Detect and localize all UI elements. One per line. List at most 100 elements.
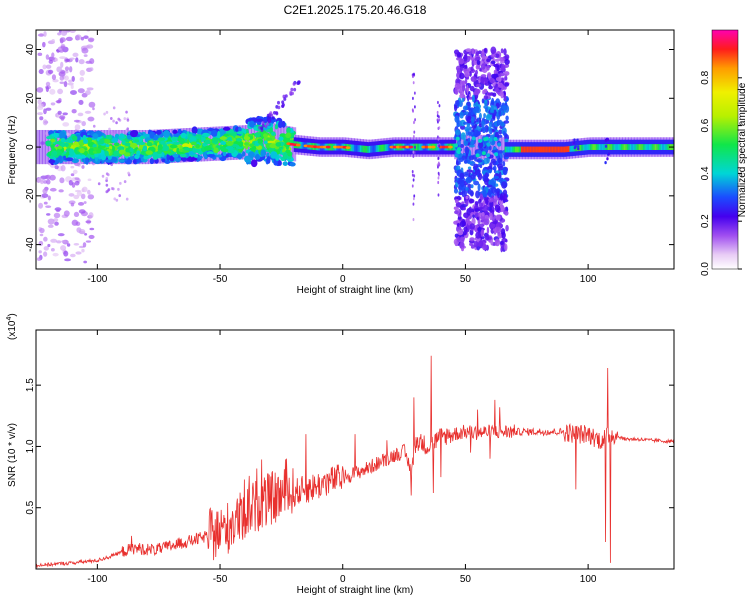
- spectrogram-band: [603, 144, 606, 150]
- spectrogram-cell: [113, 130, 116, 134]
- spectrogram-cell: [456, 99, 460, 107]
- spectrogram-cell: [411, 169, 414, 174]
- spectrogram-cell: [413, 130, 416, 134]
- snr-x-ticks: -100 -50 0 50 100: [87, 330, 597, 585]
- spectrogram-cell: [495, 77, 501, 82]
- spectrogram-band: [632, 144, 635, 150]
- spectrogram-band: [537, 146, 540, 153]
- spectrogram-band: [613, 144, 616, 150]
- spectrogram-cell: [480, 63, 486, 70]
- spectrogram-cell: [60, 116, 65, 121]
- spectrogram-cell: [117, 146, 125, 151]
- spectrogram-band: [545, 146, 549, 153]
- spectrogram-cell: [470, 116, 475, 123]
- spectrogram-cell: [277, 160, 282, 167]
- spectrogram-cell: [275, 111, 279, 116]
- spectrogram-cell: [57, 32, 62, 36]
- spectrogram-band: [371, 145, 374, 153]
- spectrogram-cell: [50, 102, 56, 106]
- spectrogram-cell: [60, 45, 65, 49]
- spectrogram-cell: [64, 66, 70, 72]
- spectrogram-cell: [463, 159, 468, 164]
- spectrogram-cell: [497, 159, 502, 163]
- spectrogram-cell: [62, 112, 68, 116]
- spectrogram-cell: [479, 193, 483, 201]
- spectrogram-cell: [572, 141, 576, 145]
- spectrogram-cell: [143, 155, 149, 160]
- spectrogram-band: [418, 143, 421, 151]
- spectrogram-cell: [492, 92, 497, 97]
- spectrogram-cell: [454, 82, 461, 90]
- spectrogram-cell: [412, 134, 415, 139]
- spectrogram-cell: [63, 75, 69, 81]
- spectrogram-cell: [282, 152, 289, 160]
- spectrogram-cell: [437, 135, 439, 139]
- spectrogram-cell: [81, 248, 85, 253]
- spectrogram-cell: [87, 178, 92, 182]
- spectrogram-band: [582, 144, 585, 151]
- spectrogram-cell: [238, 127, 242, 132]
- spectrogram-band: [659, 144, 662, 150]
- spectrogram-cell: [181, 157, 187, 162]
- spectrogram-cell: [501, 105, 508, 111]
- spectrogram-cell: [488, 197, 494, 203]
- spectrogram-cell: [38, 250, 42, 254]
- spectrogram-cell: [99, 138, 105, 145]
- spectrogram-cell: [87, 189, 91, 195]
- spectrogram-cell: [486, 114, 492, 119]
- spectrogram-cell: [182, 143, 190, 148]
- spectrogram-cell: [490, 104, 494, 113]
- spectrogram-cell: [504, 54, 510, 60]
- spectrogram-cell: [412, 150, 415, 154]
- spectrogram-cell: [493, 175, 500, 180]
- spectrogram-cell: [54, 58, 59, 62]
- spectrogram-cell: [489, 78, 496, 84]
- spectrogram-band: [528, 146, 531, 153]
- spectrogram-cell: [112, 106, 116, 110]
- spectrogram-cell: [458, 157, 464, 163]
- spectrogram-cell: [459, 125, 466, 130]
- spectrogram-cell: [74, 177, 80, 181]
- spectrogram-cell: [437, 176, 440, 180]
- spectrogram-band: [647, 144, 650, 150]
- spectrogram-band: [628, 144, 631, 150]
- spectrogram-band: [635, 144, 638, 150]
- spectrogram-band: [542, 146, 546, 153]
- spectrogram-cell: [65, 157, 74, 162]
- spectrogram-cell: [412, 202, 415, 206]
- spectrogram-cell: [464, 70, 470, 78]
- spectrogram-band: [358, 145, 361, 153]
- spectrogram-cell: [129, 130, 138, 138]
- spectrogram-band: [644, 144, 647, 150]
- spectrogram-cell: [221, 148, 229, 153]
- spectrogram-cell: [161, 158, 166, 163]
- spectrogram-band: [377, 145, 380, 152]
- snr-x-tick-label: 100: [580, 574, 597, 585]
- spectrogram-band: [47, 129, 52, 165]
- spectrogram-cell: [460, 119, 466, 127]
- spectrogram-band: [566, 146, 569, 153]
- spectrogram-band: [364, 145, 367, 153]
- spectrogram-cell: [149, 131, 155, 139]
- snr-x-tick-label: -100: [87, 574, 107, 585]
- spectrogram-cell: [411, 184, 414, 188]
- spectrogram-band: [553, 146, 556, 153]
- spectrogram-band: [417, 143, 420, 151]
- spectrogram-cell: [64, 70, 69, 74]
- spectrogram-band: [387, 144, 391, 151]
- spectrogram-band: [531, 146, 534, 153]
- spectrogram-band: [504, 146, 507, 153]
- spectrogram-cell: [45, 86, 49, 93]
- spectrogram-cell: [85, 240, 92, 243]
- spectrogram-cell: [43, 31, 47, 37]
- spectrogram-cell: [478, 223, 485, 228]
- spectrogram-cell: [500, 246, 503, 253]
- spectrogram-band: [544, 146, 547, 153]
- spectrogram-cell: [471, 136, 476, 141]
- spectrogram-cell: [124, 142, 131, 147]
- spectrogram-cell: [460, 67, 464, 72]
- spectrogram-cell: [274, 124, 279, 130]
- spectrogram-cell: [71, 75, 75, 82]
- spectrogram-cell: [73, 243, 80, 246]
- spectrogram-cell: [125, 197, 129, 201]
